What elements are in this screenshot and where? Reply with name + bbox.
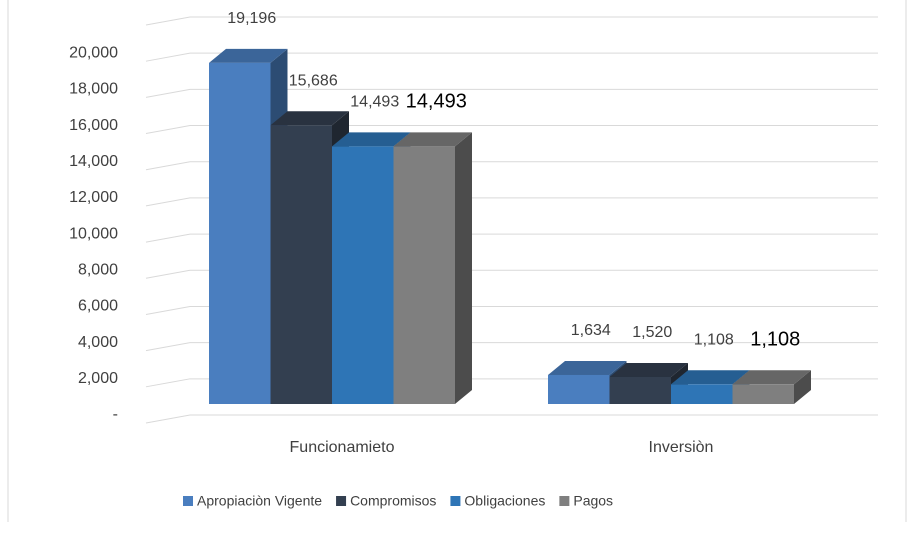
y-tick-label: 6,000 xyxy=(78,298,118,315)
legend-label: Compromisos xyxy=(350,493,436,509)
y-tick-label: 8,000 xyxy=(78,261,118,278)
bar-side xyxy=(794,370,811,404)
bar xyxy=(270,125,332,404)
y-tick-label: 10,000 xyxy=(69,225,118,242)
bar-top xyxy=(609,362,688,377)
y-tick-label: 2,000 xyxy=(78,370,118,387)
bar xyxy=(732,384,794,404)
legend-swatch xyxy=(450,496,461,506)
bar-top xyxy=(671,370,750,385)
bar-top xyxy=(209,48,288,63)
data-label: 1,634 xyxy=(571,322,611,339)
grid-line xyxy=(145,233,878,243)
x-tick-label: Funcionamieto xyxy=(290,439,395,456)
bar-side xyxy=(455,132,472,404)
y-tick-label: 18,000 xyxy=(69,81,118,98)
bar-top xyxy=(732,370,811,385)
bar xyxy=(609,376,671,404)
bar xyxy=(332,146,394,404)
legend-label: Obligaciones xyxy=(464,493,545,509)
data-label: 14,493 xyxy=(350,94,399,111)
grid-line xyxy=(145,197,878,207)
x-tick-label: Inversiòn xyxy=(649,439,714,456)
data-label: 1,108 xyxy=(694,332,734,349)
grid-line xyxy=(145,88,878,98)
y-tick-label: 20,000 xyxy=(69,44,118,61)
legend-swatch xyxy=(336,496,347,506)
grid-line xyxy=(145,52,878,62)
grid-line xyxy=(145,269,878,279)
legend-swatch xyxy=(559,496,570,506)
grid-line xyxy=(145,414,878,424)
bar xyxy=(209,62,271,405)
data-label: 14,493 xyxy=(406,91,467,113)
bar xyxy=(548,374,610,404)
grid-line xyxy=(145,305,878,315)
data-label: 1,520 xyxy=(632,324,672,341)
grid-line xyxy=(145,16,878,26)
data-label: 19,196 xyxy=(227,10,276,27)
bar-top xyxy=(548,360,627,375)
data-label: 1,108 xyxy=(750,329,800,351)
bar-top xyxy=(332,132,411,147)
legend-swatch xyxy=(183,496,193,506)
legend-label: Pagos xyxy=(573,493,613,509)
grid-line xyxy=(145,125,878,135)
grid-line xyxy=(145,161,878,171)
bar-top xyxy=(393,132,472,147)
y-tick-label: - xyxy=(113,406,118,423)
y-tick-label: 12,000 xyxy=(69,189,118,206)
y-tick-label: 4,000 xyxy=(78,334,118,351)
bar-top xyxy=(270,111,349,126)
data-label: 15,686 xyxy=(289,72,338,89)
bar xyxy=(393,146,455,404)
y-tick-label: 14,000 xyxy=(69,153,118,170)
grid-line xyxy=(145,342,878,352)
bar xyxy=(671,384,733,404)
legend-label: Apropiaciòn Vigente xyxy=(197,493,322,509)
y-tick-label: 16,000 xyxy=(69,117,118,134)
